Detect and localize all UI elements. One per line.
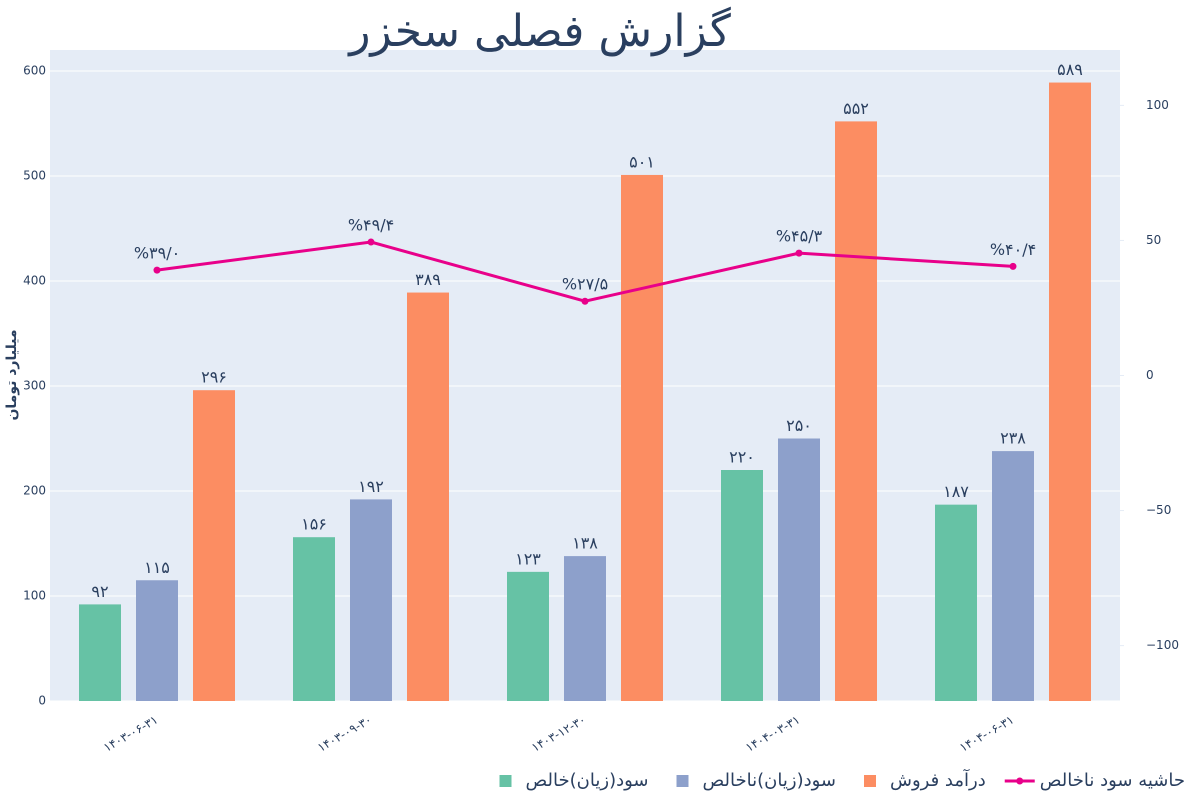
line-value-label: %۳۹/۰ bbox=[134, 244, 180, 263]
bar bbox=[193, 390, 235, 701]
y-axis-label: میلیارد تومان bbox=[4, 329, 20, 420]
line-point bbox=[1009, 262, 1017, 270]
bar-value-label: ۱۱۵ bbox=[144, 558, 170, 577]
x-tick-label: ۱۴۰۴-۰۶-۳۱ bbox=[957, 713, 1016, 755]
legend-label: سود(زیان)ناخالص bbox=[703, 770, 837, 791]
bar bbox=[407, 292, 449, 701]
line-value-label: %۲۷/۵ bbox=[562, 275, 608, 294]
y2-tick-label: 50 bbox=[1146, 233, 1161, 247]
bar bbox=[621, 174, 663, 701]
x-tick-label: ۱۴۰۳-۱۲-۳۰ bbox=[529, 713, 588, 755]
bar bbox=[79, 604, 121, 701]
bar-value-label: ۲۲۰ bbox=[729, 448, 755, 467]
bar-value-label: ۲۹۶ bbox=[201, 368, 227, 387]
y-tick-label: 100 bbox=[23, 589, 46, 603]
bar-value-label: ۱۵۶ bbox=[301, 515, 327, 534]
bar bbox=[293, 537, 335, 701]
bar-value-label: ۹۲ bbox=[91, 582, 108, 601]
line-value-label: %۴۹/۴ bbox=[348, 216, 394, 235]
legend-label: درآمد فروش bbox=[890, 768, 986, 791]
y-tick-label: 500 bbox=[23, 169, 46, 183]
legend-marker bbox=[499, 775, 512, 787]
legend-label: حاشیه سود ناخالص bbox=[1040, 770, 1185, 791]
y-tick-label: 200 bbox=[23, 484, 46, 498]
bar bbox=[507, 571, 549, 701]
legend-label: سود(زیان)خالص bbox=[526, 770, 649, 791]
bar-value-label: ۵۸۹ bbox=[1057, 60, 1083, 79]
line-point bbox=[795, 249, 803, 257]
y2-tick-label: 100 bbox=[1146, 98, 1169, 112]
bar-value-label: ۳۸۹ bbox=[415, 270, 441, 289]
bar-value-label: ۵۰۱ bbox=[629, 152, 655, 171]
x-tick-label: ۱۴۰۳-۰۹-۳۰ bbox=[315, 713, 374, 755]
bar-value-label: ۵۵۲ bbox=[843, 99, 869, 118]
bar bbox=[992, 451, 1034, 701]
y-tick-label: 600 bbox=[23, 64, 46, 78]
y2-tick-label: −100 bbox=[1146, 638, 1179, 652]
y-tick-label: 400 bbox=[23, 274, 46, 288]
y2-tick-label: 0 bbox=[1146, 368, 1154, 382]
legend-marker bbox=[864, 775, 876, 787]
y2-tick-label: −50 bbox=[1146, 503, 1171, 517]
x-tick-label: ۱۴۰۴-۰۳-۳۱ bbox=[743, 713, 802, 755]
bar-value-label: ۲۵۰ bbox=[786, 416, 812, 435]
bar bbox=[136, 580, 178, 701]
chart-title: گزارش فصلی سخزر bbox=[347, 6, 731, 57]
bar bbox=[721, 470, 763, 701]
bar bbox=[778, 438, 820, 701]
bar bbox=[350, 499, 392, 701]
bar bbox=[1049, 82, 1091, 702]
legend-marker bbox=[676, 775, 689, 787]
line-point bbox=[153, 266, 161, 274]
bar-value-label: ۱۲۳ bbox=[515, 549, 541, 568]
bar-value-label: ۱۹۲ bbox=[358, 477, 384, 496]
bar bbox=[564, 556, 606, 701]
line-value-label: %۴۰/۴ bbox=[990, 240, 1036, 259]
x-tick-label: ۱۴۰۳-۰۶-۳۱ bbox=[101, 713, 160, 755]
bar-value-label: ۲۳۸ bbox=[1000, 429, 1026, 448]
line-point bbox=[581, 297, 589, 305]
bar-value-label: ۱۸۷ bbox=[943, 482, 969, 501]
line-point bbox=[367, 238, 375, 246]
bar-value-label: ۱۳۸ bbox=[572, 534, 598, 553]
line-value-label: %۴۵/۳ bbox=[776, 227, 823, 246]
legend-marker bbox=[1016, 777, 1024, 785]
bar bbox=[835, 121, 877, 701]
bar bbox=[935, 504, 977, 701]
y-tick-label: 0 bbox=[38, 694, 46, 708]
y-tick-label: 300 bbox=[23, 379, 46, 393]
